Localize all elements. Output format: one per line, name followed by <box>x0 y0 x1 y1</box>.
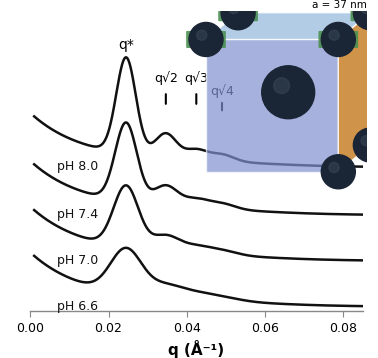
Text: pH 6.6: pH 6.6 <box>57 300 98 313</box>
Circle shape <box>329 30 339 40</box>
Circle shape <box>274 78 290 93</box>
Circle shape <box>321 155 355 189</box>
Text: a = 37 nm: a = 37 nm <box>312 0 367 10</box>
FancyBboxPatch shape <box>350 4 378 21</box>
Text: q√4: q√4 <box>210 84 234 98</box>
Text: q*: q* <box>118 38 134 52</box>
Circle shape <box>353 128 378 162</box>
FancyBboxPatch shape <box>218 4 258 21</box>
X-axis label: q (Å⁻¹): q (Å⁻¹) <box>169 340 225 358</box>
Polygon shape <box>206 39 338 172</box>
Circle shape <box>221 0 255 30</box>
Circle shape <box>329 163 339 173</box>
Text: q√3: q√3 <box>184 71 208 85</box>
Text: q√2: q√2 <box>154 71 178 85</box>
Circle shape <box>361 136 371 146</box>
Circle shape <box>197 30 207 40</box>
Text: pH 7.0: pH 7.0 <box>57 254 99 267</box>
Polygon shape <box>206 13 370 39</box>
Circle shape <box>361 3 371 14</box>
Polygon shape <box>338 13 370 172</box>
Circle shape <box>262 66 314 119</box>
Circle shape <box>189 23 223 57</box>
FancyBboxPatch shape <box>318 31 358 48</box>
Text: pH 8.0: pH 8.0 <box>57 160 99 173</box>
Circle shape <box>229 3 239 14</box>
Text: pH 7.4: pH 7.4 <box>57 208 99 221</box>
Circle shape <box>321 23 355 57</box>
FancyBboxPatch shape <box>186 31 226 48</box>
Circle shape <box>353 0 378 30</box>
